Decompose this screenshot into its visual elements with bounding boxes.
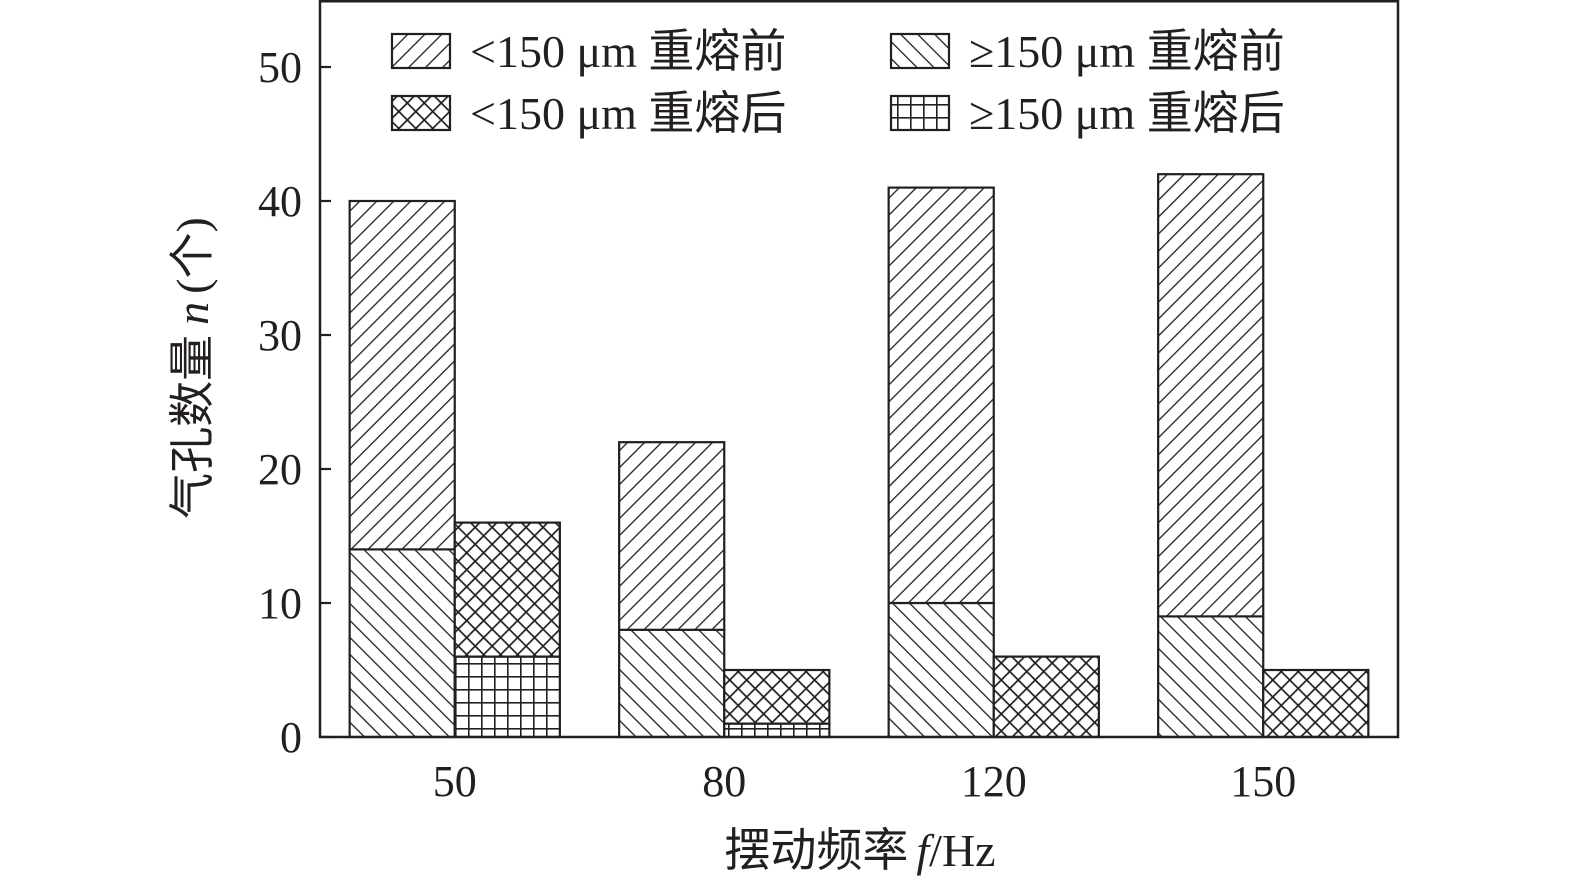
bar-segment-120-重熔后-lt150 xyxy=(992,655,1100,739)
legend-label: ≥150 μm 重熔后 xyxy=(969,88,1285,139)
x-tick-label: 150 xyxy=(1230,757,1296,806)
legend-swatch xyxy=(889,94,951,132)
bar-segment-80-重熔前-ge150 xyxy=(618,628,726,739)
x-tick-label: 120 xyxy=(961,757,1027,806)
bar-segment-50-重熔前-lt150 xyxy=(348,199,456,551)
y-axis-title-unit: (个) xyxy=(167,217,218,294)
bar-segment-120-重熔前-ge150 xyxy=(887,601,995,739)
y-tick-label: 30 xyxy=(258,311,302,360)
legend-label: ≥150 μm 重熔前 xyxy=(969,26,1285,77)
bar-segment-150-重熔前-lt150 xyxy=(1157,173,1265,618)
legend-label: <150 μm 重熔后 xyxy=(470,88,786,139)
bar-segment-80-重熔后-ge150 xyxy=(723,722,831,739)
bar-segment-50-重熔后-lt150 xyxy=(453,521,561,658)
x-axis-title-prefix: 摆动频率 xyxy=(724,825,908,876)
legend-swatch xyxy=(390,32,452,70)
bars-layer xyxy=(348,173,1370,739)
bar-segment-50-重熔后-ge150 xyxy=(453,655,561,739)
y-tick-label: 20 xyxy=(258,445,302,494)
bar-segment-80-重熔后-lt150 xyxy=(723,668,831,725)
y-tick-label: 40 xyxy=(258,177,302,226)
bar-segment-80-重熔前-lt150 xyxy=(618,441,726,631)
x-axis-ticks: 50 80 120 150 xyxy=(433,757,1297,806)
y-axis-title: 气孔数量 n (个) xyxy=(167,217,218,519)
y-axis-title-prefix: 气孔数量 xyxy=(167,335,218,519)
y-axis-ticks: 0 10 20 30 40 50 xyxy=(258,43,331,762)
legend: <150 μm 重熔前 ≥150 μm 重熔前 <150 μm 重熔后 ≥150 μm… xyxy=(390,26,1285,139)
legend-swatch xyxy=(889,32,951,70)
bar-segment-120-重熔前-lt150 xyxy=(887,186,995,605)
plot-frame xyxy=(318,0,1400,739)
x-axis-title: 摆动频率 f/Hz xyxy=(724,825,995,876)
bar-segment-50-重熔前-ge150 xyxy=(348,548,456,739)
legend-label: <150 μm 重熔前 xyxy=(470,26,786,77)
x-axis-title-unit: /Hz xyxy=(929,825,995,876)
y-axis-title-var: n xyxy=(167,302,218,325)
bar-segment-150-重熔后-lt150 xyxy=(1262,668,1370,739)
legend-swatch xyxy=(390,94,452,132)
y-tick-label: 10 xyxy=(258,579,302,628)
y-tick-label: 50 xyxy=(258,43,302,92)
y-tick-label: 0 xyxy=(280,713,302,762)
bar-segment-150-重熔前-ge150 xyxy=(1157,615,1265,739)
x-tick-label: 50 xyxy=(433,757,477,806)
x-tick-label: 80 xyxy=(702,757,746,806)
